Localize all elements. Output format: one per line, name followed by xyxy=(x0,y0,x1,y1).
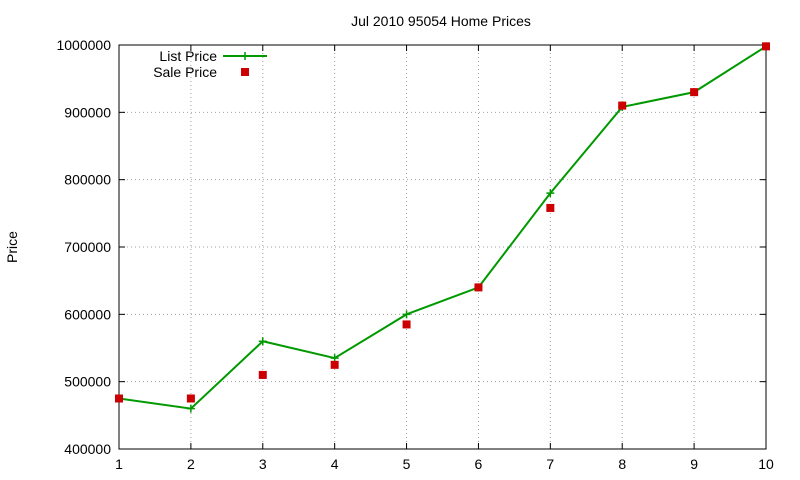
y-tick-label: 900000 xyxy=(64,104,111,120)
x-tick-label: 4 xyxy=(331,456,339,472)
x-tick-label: 10 xyxy=(758,456,774,472)
y-axis-label: Price xyxy=(4,231,20,263)
x-tick-label: 7 xyxy=(546,456,554,472)
data-point xyxy=(546,203,555,212)
data-point xyxy=(690,88,699,97)
y-tick-label: 700000 xyxy=(64,239,111,255)
y-tick-label: 1000000 xyxy=(56,37,111,53)
data-point xyxy=(474,283,483,292)
legend-marker xyxy=(241,52,249,60)
data-point xyxy=(402,320,411,329)
x-tick-label: 9 xyxy=(690,456,698,472)
data-point xyxy=(330,354,339,363)
series-line xyxy=(118,45,767,410)
data-point xyxy=(186,404,195,413)
chart-title: Jul 2010 95054 Home Prices xyxy=(351,13,531,29)
x-axis-ticks: 1 2 3 4 5 6 7 8 9 10 xyxy=(115,45,774,472)
data-point xyxy=(546,189,555,198)
data-point xyxy=(618,101,627,110)
y-axis-ticks: 400000 500000 600000 700000 800000 900000 1000… xyxy=(56,37,766,457)
data-point xyxy=(330,360,339,369)
x-tick-label: 2 xyxy=(187,456,195,472)
data-point xyxy=(402,310,411,319)
x-tick-label: 3 xyxy=(259,456,267,472)
y-tick-label: 800000 xyxy=(64,172,111,188)
data-point xyxy=(258,337,267,346)
series-sale-price xyxy=(115,42,770,403)
x-tick-label: 1 xyxy=(115,456,123,472)
series-layer xyxy=(115,42,770,413)
x-tick-label: 8 xyxy=(618,456,626,472)
plot-frame xyxy=(118,44,767,450)
data-point xyxy=(115,394,123,403)
grid-lines xyxy=(119,45,766,449)
legend-entry: List Price xyxy=(159,48,267,64)
y-tick-label: 400000 xyxy=(64,441,111,457)
x-tick-label: 5 xyxy=(403,456,411,472)
legend-label: Sale Price xyxy=(153,64,217,80)
data-point xyxy=(258,370,267,379)
series-list-price xyxy=(115,42,770,413)
legend-label: List Price xyxy=(159,48,217,64)
legend-entry: Sale Price xyxy=(153,64,249,80)
data-point xyxy=(762,42,770,51)
y-tick-label: 600000 xyxy=(64,306,111,322)
data-point xyxy=(186,394,195,403)
y-tick-label: 500000 xyxy=(64,374,111,390)
legend-marker xyxy=(241,68,249,76)
x-tick-label: 6 xyxy=(475,456,483,472)
